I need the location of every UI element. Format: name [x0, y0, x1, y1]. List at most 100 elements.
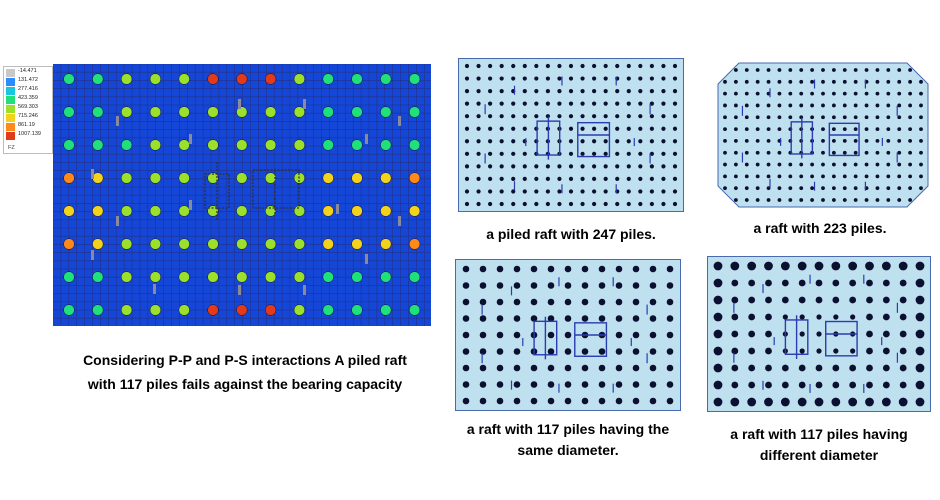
pile	[649, 76, 654, 81]
pile-node	[322, 172, 334, 184]
pile-node	[120, 238, 133, 250]
pile	[499, 189, 504, 194]
pile	[496, 282, 504, 289]
pile	[821, 139, 825, 143]
pile	[496, 315, 504, 322]
pile	[568, 139, 574, 144]
pile	[915, 278, 925, 288]
pile	[886, 198, 891, 202]
pile	[799, 103, 804, 108]
raft-outline	[458, 58, 684, 212]
pile	[581, 265, 589, 273]
pile	[615, 63, 620, 69]
pile	[649, 348, 657, 355]
pile	[534, 101, 539, 106]
pile-node	[322, 304, 334, 316]
pile	[832, 296, 840, 304]
pile	[603, 114, 608, 119]
pile	[897, 91, 902, 96]
pile-node	[351, 271, 363, 283]
pile	[592, 76, 597, 81]
pile	[723, 150, 727, 155]
pile	[615, 298, 623, 306]
pile-node	[149, 205, 162, 217]
pile	[842, 91, 847, 96]
pile	[638, 63, 643, 69]
pile	[564, 265, 572, 273]
pile	[499, 164, 504, 169]
pile	[522, 101, 527, 106]
pile	[744, 115, 749, 120]
pile	[672, 101, 678, 106]
pile	[568, 114, 574, 119]
pile	[534, 139, 539, 144]
pile	[638, 126, 643, 131]
pile	[581, 298, 589, 306]
pile	[661, 164, 666, 169]
core-walls	[790, 117, 860, 159]
pile-node	[293, 139, 306, 151]
pile	[672, 126, 678, 131]
pile	[777, 150, 782, 155]
pile	[464, 176, 470, 182]
pile	[849, 364, 857, 372]
pile	[766, 115, 771, 120]
pile	[831, 261, 841, 271]
pile	[886, 68, 891, 72]
pile	[865, 261, 874, 271]
pile	[848, 261, 858, 271]
pile-node	[207, 271, 219, 283]
color-legend: FZ -14.471 131.472 277.416 423.359 569.303 71…	[3, 66, 53, 154]
pile	[547, 282, 555, 289]
pile	[632, 364, 640, 372]
pile	[568, 189, 574, 194]
pile	[666, 298, 674, 306]
pile	[615, 164, 620, 169]
pile	[661, 101, 666, 106]
pile	[592, 189, 597, 194]
pile-node	[236, 73, 248, 85]
pile-node	[236, 271, 248, 283]
pile	[744, 127, 749, 131]
pile	[766, 79, 771, 84]
pile	[479, 348, 487, 355]
pile	[866, 347, 873, 355]
pile-node	[149, 106, 162, 118]
pile	[564, 381, 572, 388]
pile	[713, 363, 723, 373]
pile	[522, 88, 527, 94]
pile	[915, 312, 925, 322]
pile	[831, 174, 836, 179]
pile	[603, 76, 608, 81]
pile	[626, 101, 631, 106]
pile-node	[63, 238, 75, 250]
pile	[875, 174, 880, 179]
pile	[897, 139, 902, 143]
pile	[713, 397, 723, 407]
column-marker	[189, 200, 192, 210]
pile	[897, 103, 902, 108]
pile	[632, 397, 640, 405]
pile	[592, 88, 597, 94]
pile	[557, 189, 562, 194]
pile-node	[264, 73, 277, 85]
column-marker	[91, 169, 94, 179]
pile	[831, 162, 836, 167]
pile	[831, 150, 836, 155]
pile	[547, 397, 555, 405]
pile	[886, 103, 891, 108]
pile	[897, 198, 902, 202]
pile	[638, 151, 643, 156]
pile-node	[63, 304, 75, 316]
pile	[814, 397, 824, 407]
pile	[831, 103, 836, 108]
pile	[615, 331, 623, 339]
pile	[815, 296, 823, 304]
pile	[919, 79, 923, 84]
pile	[765, 279, 772, 287]
pile	[821, 115, 825, 120]
pile	[886, 186, 891, 191]
pile	[666, 265, 674, 273]
column-marker	[398, 216, 401, 226]
column-marker	[365, 134, 368, 144]
